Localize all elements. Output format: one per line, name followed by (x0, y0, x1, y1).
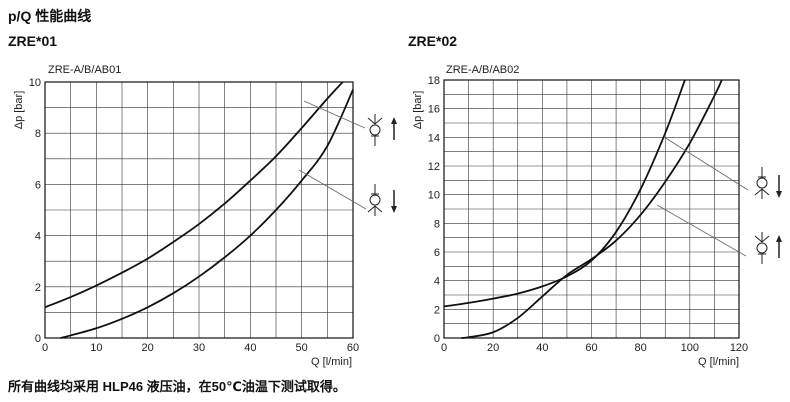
y-tick-label: 6 (35, 179, 41, 191)
series-line-2 (461, 79, 723, 339)
chart2-heading: ZRE*02 (408, 33, 458, 49)
chart2-xlabel: Q [l/min] (698, 356, 739, 368)
arrow-up-icon (391, 117, 397, 140)
check-valve-icon (367, 114, 383, 146)
x-tick-label: 50 (296, 342, 308, 354)
chart2-plot: 0 20 40 60 80 100 120 0 2 4 6 8 10 12 14 16 18 (428, 75, 748, 354)
series-line-2 (60, 89, 354, 339)
y-tick-label: 2 (35, 282, 41, 294)
chart1-heading: ZRE*01 (8, 33, 58, 49)
y-tick-label: 0 (434, 333, 440, 345)
y-tick-label: 8 (434, 218, 440, 230)
y-tick-label: 18 (428, 75, 440, 87)
x-tick-label: 120 (730, 342, 748, 354)
leader-line (663, 136, 749, 191)
chart1-plot: 0 10 20 30 40 50 60 0 2 4 6 8 10 (29, 77, 359, 354)
chart2-ylabel: Δp [bar] (412, 91, 424, 130)
chart1-xlabel: Q [l/min] (311, 356, 352, 368)
chart1-title: ZRE-A/B/AB01 (48, 64, 121, 76)
chart1-ylabel: Δp [bar] (13, 91, 25, 130)
y-tick-label: 10 (29, 77, 41, 89)
arrow-down-icon (776, 175, 782, 198)
y-tick-label: 2 (434, 304, 440, 316)
y-tick-label: 8 (35, 128, 41, 140)
x-tick-label: 80 (635, 342, 647, 354)
x-tick-label: 20 (487, 342, 499, 354)
plot-frame (443, 79, 740, 339)
page-heading: p/Q 性能曲线 (8, 8, 92, 24)
y-tick-label: 6 (434, 247, 440, 259)
check-valve-icon (754, 232, 770, 264)
flow-direction-annotations (298, 100, 782, 264)
x-tick-label: 40 (536, 342, 548, 354)
check-valve-icon (367, 184, 383, 216)
leader-line (656, 204, 747, 257)
x-tick-label: 10 (90, 342, 102, 354)
leader-line (303, 100, 366, 129)
x-tick-label: 100 (681, 342, 699, 354)
x-tick-label: 60 (585, 342, 597, 354)
y-tick-label: 16 (428, 104, 440, 116)
y-tick-label: 14 (428, 132, 440, 144)
series-line-1 (443, 79, 686, 308)
y-tick-label: 12 (428, 161, 440, 173)
x-tick-label: 30 (193, 342, 205, 354)
y-tick-label: 0 (35, 333, 41, 345)
plot-frame (44, 81, 354, 339)
x-tick-label: 0 (42, 342, 48, 354)
leader-line (298, 169, 367, 210)
y-tick-label: 10 (428, 190, 440, 202)
x-tick-label: 40 (244, 342, 256, 354)
chart2-title: ZRE-A/B/AB02 (446, 64, 519, 76)
footnote: 所有曲线均采用 HLP46 液压油，在50℃油温下测试取得。 (8, 379, 346, 394)
y-tick-label: 4 (434, 276, 440, 288)
x-tick-label: 60 (347, 342, 359, 354)
y-tick-label: 4 (35, 231, 41, 243)
arrow-up-icon (776, 235, 782, 258)
arrow-down-icon (391, 190, 397, 213)
x-tick-label: 0 (441, 342, 447, 354)
x-tick-label: 20 (142, 342, 154, 354)
check-valve-icon (754, 167, 770, 199)
series-line-1 (44, 81, 344, 309)
